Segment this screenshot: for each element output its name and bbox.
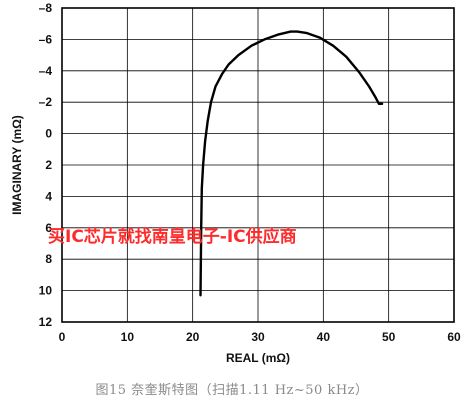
y-tick-labels: –8 –6 –4 –2 0 2 4 6 8 10 12 [39,1,53,329]
y-tick-label: –8 [39,1,53,15]
grid-lines [62,8,454,322]
y-tick-label: 10 [39,284,53,298]
x-tick-label: 50 [382,330,396,344]
series-line-impedance [199,30,384,297]
y-tick-label: –2 [39,95,53,109]
y-tick-label: –4 [39,64,53,78]
x-tick-label: 40 [317,330,331,344]
x-tick-label: 60 [447,330,461,344]
x-axis-title: REAL (mΩ) [226,351,290,365]
y-tick-label: 8 [45,252,52,266]
plot-frame [61,7,455,323]
x-tick-label: 20 [186,330,200,344]
y-tick-label: 0 [45,127,52,141]
x-tick-label: 30 [251,330,265,344]
x-tick-label: 10 [121,330,135,344]
y-tick-label: 4 [45,189,52,203]
y-tick-label: –6 [39,32,53,46]
watermark-text: 买IC芯片就找南皇电子-IC供应商 [48,226,297,247]
x-tick-labels: 0 10 20 30 40 50 60 [59,330,461,344]
x-tick-label: 0 [59,330,66,344]
y-tick-label: 2 [45,158,52,172]
y-axis-title: IMAGINARY (mΩ) [10,115,24,215]
y-tick-label: 12 [39,315,53,329]
y-tick-label: 6 [45,221,52,235]
figure-caption: 图15 奈奎斯特图（扫描1.11 Hz~50 kHz） [95,383,368,398]
